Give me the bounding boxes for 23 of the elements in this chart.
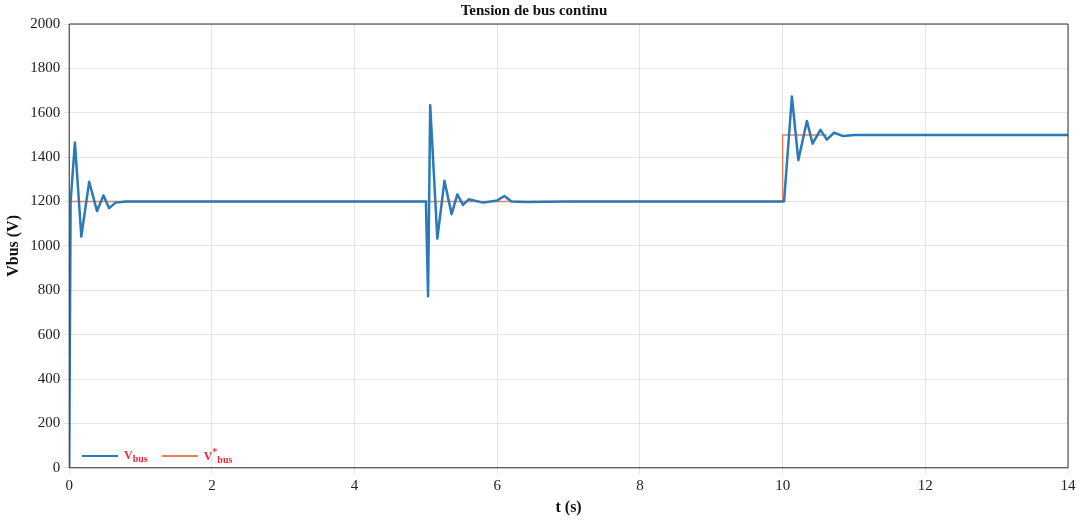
- y-tick-label: 200: [37, 414, 61, 431]
- chart-title: Tension de bus continu: [460, 1, 608, 18]
- y-tick-label: 1600: [30, 103, 61, 120]
- y-tick-label: 1000: [30, 236, 61, 253]
- x-tick-label: 0: [65, 476, 73, 493]
- x-tick-label: 10: [775, 476, 791, 493]
- y-tick-label: 800: [37, 281, 61, 298]
- x-tick-label: 2: [208, 476, 216, 493]
- y-tick-label: 0: [52, 458, 61, 475]
- y-tick-label: 1400: [30, 148, 61, 165]
- y-tick-label: 2000: [30, 14, 61, 31]
- x-tick-label: 12: [917, 476, 933, 493]
- legend-label: V$_{bus}$: [124, 447, 148, 464]
- y-tick-label: 400: [37, 369, 61, 386]
- x-axis-title: t (s): [555, 497, 582, 516]
- x-tick-label: 14: [1060, 476, 1076, 493]
- x-tick-label: 8: [636, 476, 644, 493]
- y-tick-label: 1200: [30, 192, 61, 209]
- y-tick-label: 600: [37, 325, 61, 342]
- x-tick-label: 4: [350, 476, 359, 493]
- y-tick-label: 1800: [30, 59, 61, 76]
- x-tick-label: 6: [493, 476, 502, 493]
- y-axis-title: Vbus (V): [3, 215, 22, 277]
